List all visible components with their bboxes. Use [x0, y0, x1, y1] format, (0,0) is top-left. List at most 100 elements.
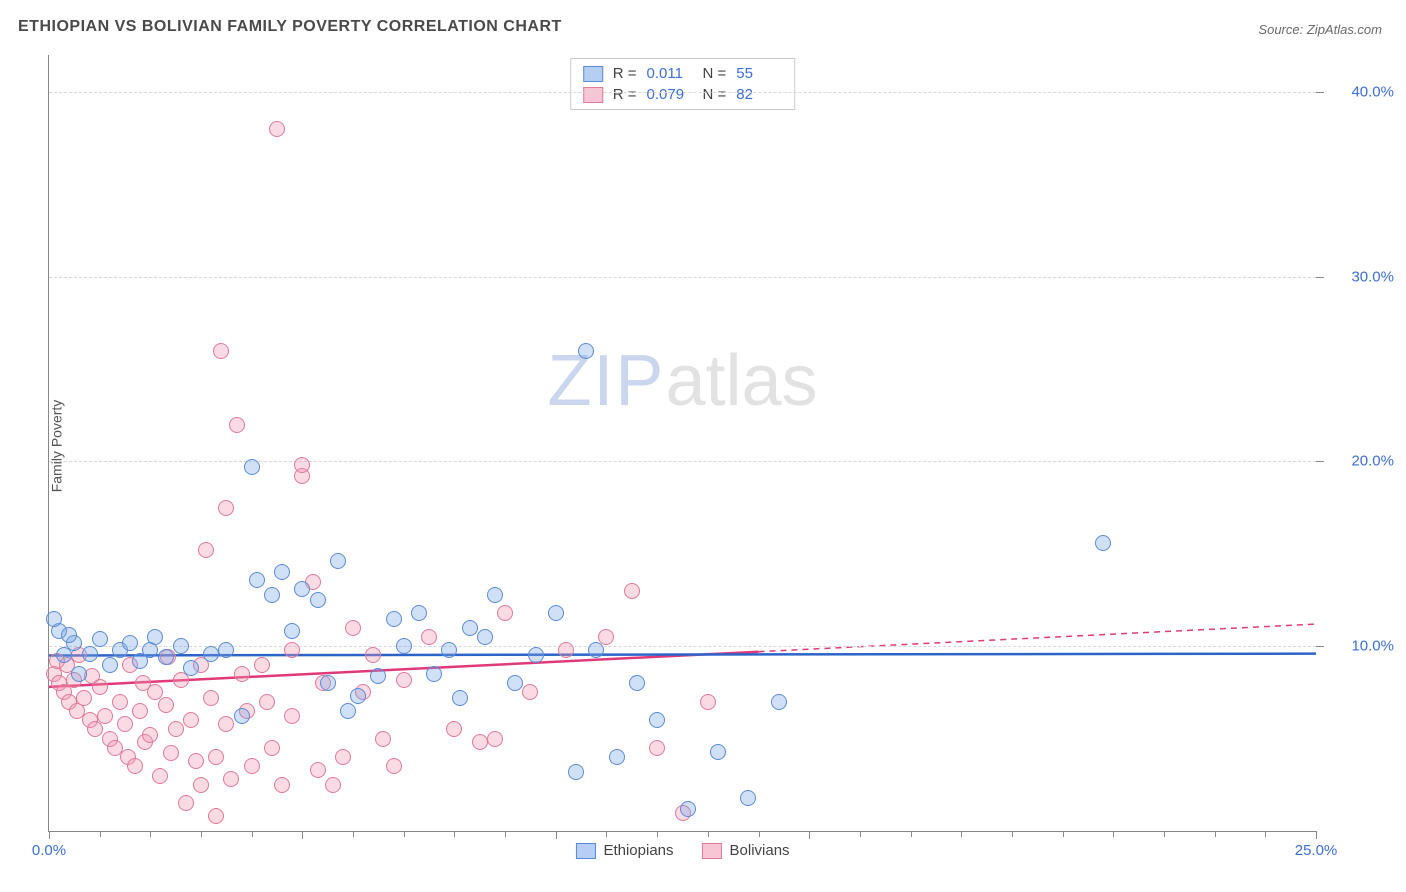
- ethiopians-point: [56, 647, 72, 663]
- ethiopians-point: [46, 611, 62, 627]
- y-tick-label: 10.0%: [1351, 638, 1394, 655]
- gridline: [49, 646, 1316, 647]
- y-tick-label: 20.0%: [1351, 453, 1394, 470]
- ethiopians-point: [330, 553, 346, 569]
- bolivians-point: [178, 795, 194, 811]
- x-minor-tick: [100, 831, 101, 837]
- x-minor-tick: [606, 831, 607, 837]
- bolivians-point: [269, 121, 285, 137]
- bolivians-point: [168, 721, 184, 737]
- legend-swatch: [575, 843, 595, 859]
- legend-n-value: 82: [736, 86, 782, 103]
- bolivians-point: [208, 749, 224, 765]
- gridline: [49, 461, 1316, 462]
- x-minor-tick: [1265, 831, 1266, 837]
- x-minor-tick: [404, 831, 405, 837]
- bolivians-point: [264, 740, 280, 756]
- bolivians-point: [193, 777, 209, 793]
- ethiopians-point: [274, 564, 290, 580]
- ethiopians-point: [249, 572, 265, 588]
- bolivians-point: [365, 647, 381, 663]
- ethiopians-point: [426, 666, 442, 682]
- x-minor-tick: [1164, 831, 1165, 837]
- bolivians-point: [229, 417, 245, 433]
- ethiopians-point: [61, 627, 77, 643]
- ethiopians-point: [411, 605, 427, 621]
- x-minor-tick: [961, 831, 962, 837]
- bolivians-point: [223, 771, 239, 787]
- legend-r-label: R =: [613, 86, 637, 103]
- ethiopians-point: [71, 666, 87, 682]
- x-tick-label: 0.0%: [32, 842, 66, 859]
- ethiopians-point: [609, 749, 625, 765]
- x-minor-tick: [1215, 831, 1216, 837]
- ethiopians-point: [183, 660, 199, 676]
- bolivians-point: [117, 716, 133, 732]
- legend-r-value: 0.079: [647, 86, 693, 103]
- ethiopians-point: [173, 638, 189, 654]
- x-minor-tick: [201, 831, 202, 837]
- ethiopians-point: [310, 592, 326, 608]
- ethiopians-point: [477, 629, 493, 645]
- bolivians-point: [446, 721, 462, 737]
- x-tick-mark: [49, 831, 50, 839]
- watermark-zip: ZIP: [547, 341, 665, 421]
- series-legend: Ethiopians Bolivians: [575, 842, 789, 859]
- x-minor-tick: [657, 831, 658, 837]
- source-value: ZipAtlas.com: [1307, 22, 1382, 37]
- ethiopians-point: [710, 744, 726, 760]
- trend-line-solid: [49, 654, 1316, 656]
- source-label: Source: ZipAtlas.com: [1258, 22, 1382, 37]
- ethiopians-point: [370, 668, 386, 684]
- x-minor-tick: [150, 831, 151, 837]
- ethiopians-point: [234, 708, 250, 724]
- x-tick-mark: [1316, 831, 1317, 839]
- ethiopians-point: [396, 638, 412, 654]
- ethiopians-point: [284, 623, 300, 639]
- x-tick-mark: [809, 831, 810, 839]
- bolivians-point: [188, 753, 204, 769]
- bolivians-point: [208, 808, 224, 824]
- y-tick-mark: [1316, 461, 1324, 462]
- series-legend-item: Ethiopians: [575, 842, 673, 859]
- ethiopians-point: [507, 675, 523, 691]
- series-legend-label: Bolivians: [730, 842, 790, 859]
- ethiopians-point: [578, 343, 594, 359]
- bolivians-point: [310, 762, 326, 778]
- bolivians-point: [345, 620, 361, 636]
- x-tick-label: 25.0%: [1295, 842, 1338, 859]
- series-legend-label: Ethiopians: [603, 842, 673, 859]
- ethiopians-point: [147, 629, 163, 645]
- bolivians-point: [244, 758, 260, 774]
- bolivians-point: [213, 343, 229, 359]
- trend-line-dashed: [759, 624, 1316, 652]
- ethiopians-point: [320, 675, 336, 691]
- legend-n-label: N =: [703, 65, 727, 82]
- x-minor-tick: [353, 831, 354, 837]
- y-tick-mark: [1316, 646, 1324, 647]
- x-minor-tick: [708, 831, 709, 837]
- bolivians-point: [234, 666, 250, 682]
- y-tick-mark: [1316, 277, 1324, 278]
- series-legend-item: Bolivians: [702, 842, 790, 859]
- bolivians-point: [649, 740, 665, 756]
- x-minor-tick: [505, 831, 506, 837]
- source-prefix: Source:: [1258, 22, 1303, 37]
- bolivians-point: [127, 758, 143, 774]
- bolivians-point: [421, 629, 437, 645]
- ethiopians-point: [649, 712, 665, 728]
- gridline: [49, 277, 1316, 278]
- ethiopians-point: [244, 459, 260, 475]
- bolivians-point: [218, 500, 234, 516]
- x-tick-mark: [302, 831, 303, 839]
- x-tick-mark: [556, 831, 557, 839]
- legend-swatch: [583, 87, 603, 103]
- bolivians-point: [183, 712, 199, 728]
- ethiopians-point: [568, 764, 584, 780]
- x-minor-tick: [860, 831, 861, 837]
- legend-row: R =0.011N =55: [583, 63, 783, 84]
- bolivians-point: [158, 697, 174, 713]
- ethiopians-point: [340, 703, 356, 719]
- ethiopians-point: [680, 801, 696, 817]
- legend-n-label: N =: [703, 86, 727, 103]
